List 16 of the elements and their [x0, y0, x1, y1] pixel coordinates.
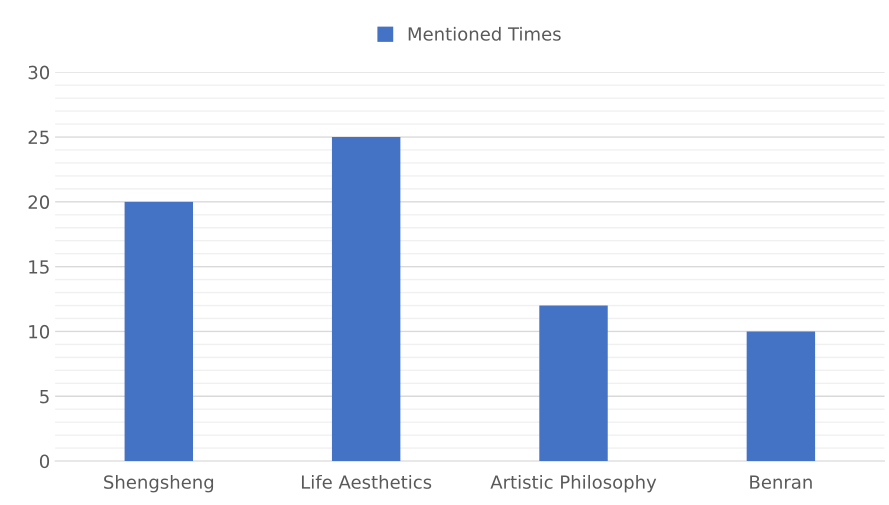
bar [124, 202, 194, 462]
bar [539, 306, 608, 462]
x-tick-label: Artistic Philosophy [490, 474, 656, 492]
y-tick-label: 20 [28, 195, 50, 209]
x-tick-label: Benran [750, 476, 812, 489]
y-tick-label: 10 [29, 324, 50, 339]
y-tick-label: 25 [28, 130, 49, 144]
bar [332, 137, 400, 462]
legend-label: Mentioned Times [408, 26, 561, 41]
y-tick-label: 15 [29, 260, 49, 274]
y-tick-label: 5 [40, 390, 49, 404]
y-tick-label: 0 [40, 454, 50, 468]
x-tick-label: Life Aesthetics [302, 474, 432, 489]
x-tick-label: Shengsheng [104, 474, 214, 492]
y-tick-label: 30 [28, 66, 50, 80]
bar [746, 331, 816, 462]
